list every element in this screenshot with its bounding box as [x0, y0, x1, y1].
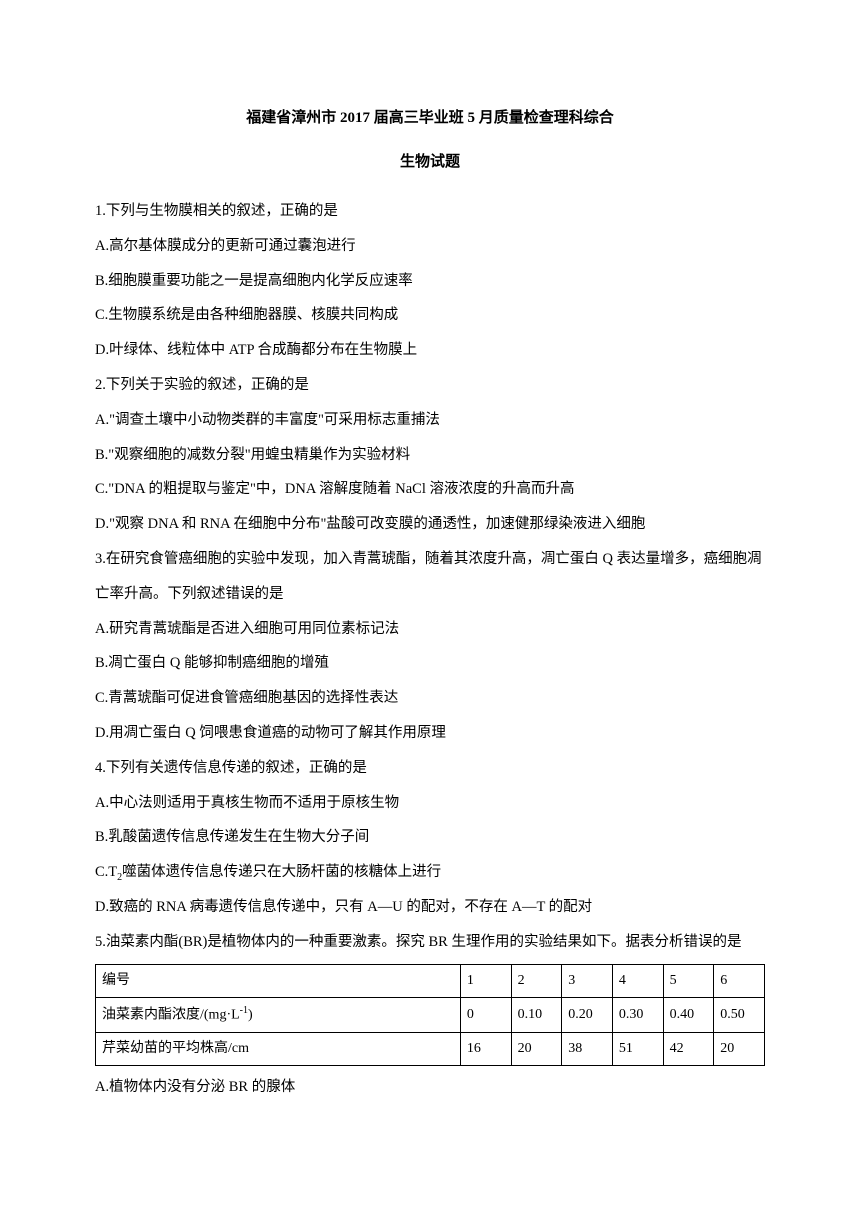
text-line-17: B.乳酸菌遗传信息传递发生在生物大分子间: [95, 820, 765, 855]
text-line-2: B.细胞膜重要功能之一是提高细胞内化学反应速率: [95, 264, 765, 299]
table-cell: 6: [714, 964, 765, 997]
text-line-10: 3.在研究食管癌细胞的实验中发现，加入青蒿琥酯，随着其浓度升高，凋亡蛋白 Q 表…: [95, 542, 765, 612]
table-cell: 0.50: [714, 998, 765, 1033]
text-line-12: B.凋亡蛋白 Q 能够抑制癌细胞的增殖: [95, 646, 765, 681]
unit-prefix: 油菜素内酯浓度/(mg·L: [102, 1008, 240, 1023]
text-line-9: D."观察 DNA 和 RNA 在细胞中分布"盐酸可改变膜的通透性，加速健那绿染…: [95, 507, 765, 542]
text-line-5: 2.下列关于实验的叙述，正确的是: [95, 368, 765, 403]
doc-title-main: 福建省漳州市 2017 届高三毕业班 5 月质量检查理科综合: [95, 100, 765, 136]
text-line-0: 1.下列与生物膜相关的叙述，正确的是: [95, 194, 765, 229]
table-cell: 0.40: [663, 998, 714, 1033]
table-cell: 芹菜幼苗的平均株高/cm: [96, 1033, 461, 1066]
table-cell: 油菜素内酯浓度/(mg·L-1): [96, 998, 461, 1033]
text-line-15: 4.下列有关遗传信息传递的叙述，正确的是: [95, 751, 765, 786]
table-row: 芹菜幼苗的平均株高/cm162038514220: [96, 1033, 765, 1066]
table-cell: 0.30: [612, 998, 663, 1033]
table-cell: 20: [511, 1033, 562, 1066]
document-body: 1.下列与生物膜相关的叙述，正确的是A.高尔基体膜成分的更新可通过囊泡进行B.细…: [95, 194, 765, 1105]
table-cell: 0.10: [511, 998, 562, 1033]
text-line-4: D.叶绿体、线粒体中 ATP 合成酶都分布在生物膜上: [95, 333, 765, 368]
text-line-16: A.中心法则适用于真核生物而不适用于原核生物: [95, 786, 765, 821]
table-cell: 4: [612, 964, 663, 997]
text-line-8: C."DNA 的粗提取与鉴定"中，DNA 溶解度随着 NaCl 溶液浓度的升高而…: [95, 472, 765, 507]
text-after-table: A.植物体内没有分泌 BR 的腺体: [95, 1070, 765, 1105]
text-line-11: A.研究青蒿琥酯是否进入细胞可用同位素标记法: [95, 612, 765, 647]
table-cell: 0: [460, 998, 511, 1033]
table-cell: 2: [511, 964, 562, 997]
data-table: 编号123456油菜素内酯浓度/(mg·L-1)00.100.200.300.4…: [95, 964, 765, 1067]
text-line2-1: 5.油菜素内酯(BR)是植物体内的一种重要激素。探究 BR 生理作用的实验结果如…: [95, 925, 765, 960]
table-cell: 38: [562, 1033, 613, 1066]
text-line-14: D.用凋亡蛋白 Q 饲喂患食道癌的动物可了解其作用原理: [95, 716, 765, 751]
text-line2-0: D.致癌的 RNA 病毒遗传信息传递中，只有 A—U 的配对，不存在 A—T 的…: [95, 890, 765, 925]
table-cell: 42: [663, 1033, 714, 1066]
table-cell: 16: [460, 1033, 511, 1066]
table-cell: 0.20: [562, 998, 613, 1033]
text-prefix: C.T: [95, 864, 117, 880]
text-line-13: C.青蒿琥酯可促进食管癌细胞基因的选择性表达: [95, 681, 765, 716]
table-cell: 20: [714, 1033, 765, 1066]
text-line-7: B."观察细胞的减数分裂"用蝗虫精巢作为实验材料: [95, 438, 765, 473]
table-cell: 3: [562, 964, 613, 997]
text-line-1: A.高尔基体膜成分的更新可通过囊泡进行: [95, 229, 765, 264]
unit-suffix: ): [248, 1008, 253, 1023]
table-cell: 1: [460, 964, 511, 997]
text-suffix: 噬菌体遗传信息传递只在大肠杆菌的核糖体上进行: [122, 864, 441, 880]
table-cell: 51: [612, 1033, 663, 1066]
superscript: -1: [240, 1005, 248, 1016]
text-line-6: A."调查土壤中小动物类群的丰富度"可采用标志重捕法: [95, 403, 765, 438]
table-cell: 5: [663, 964, 714, 997]
table-row: 编号123456: [96, 964, 765, 997]
text-line-t2: C.T2噬菌体遗传信息传递只在大肠杆菌的核糖体上进行: [95, 855, 765, 890]
text-line-3: C.生物膜系统是由各种细胞器膜、核膜共同构成: [95, 298, 765, 333]
table-cell: 编号: [96, 964, 461, 997]
doc-title-sub: 生物试题: [95, 144, 765, 180]
table-row: 油菜素内酯浓度/(mg·L-1)00.100.200.300.400.50: [96, 998, 765, 1033]
